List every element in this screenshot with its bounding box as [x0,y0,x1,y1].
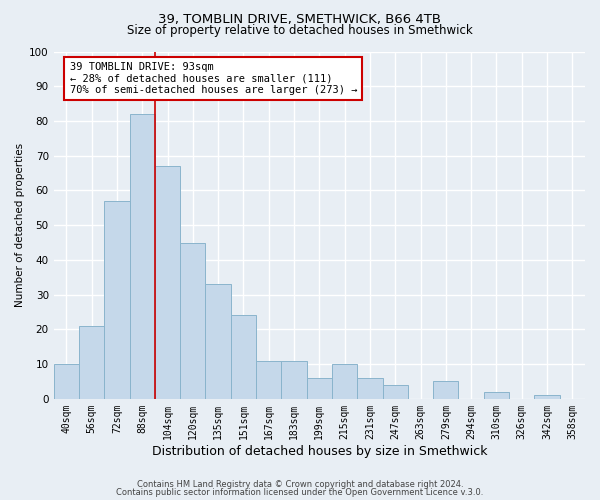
Bar [130,114,155,399]
Text: Contains HM Land Registry data © Crown copyright and database right 2024.: Contains HM Land Registry data © Crown c… [137,480,463,489]
Bar [357,378,383,399]
Bar [332,364,357,399]
Bar [433,382,458,399]
Bar [53,364,79,399]
Text: Contains public sector information licensed under the Open Government Licence v.: Contains public sector information licen… [116,488,484,497]
Bar [307,378,332,399]
Text: Size of property relative to detached houses in Smethwick: Size of property relative to detached ho… [127,24,473,37]
Bar [484,392,509,399]
X-axis label: Distribution of detached houses by size in Smethwick: Distribution of detached houses by size … [152,444,487,458]
Text: 39 TOMBLIN DRIVE: 93sqm
← 28% of detached houses are smaller (111)
70% of semi-d: 39 TOMBLIN DRIVE: 93sqm ← 28% of detache… [70,62,357,95]
Bar [535,396,560,399]
Bar [205,284,231,399]
Bar [281,360,307,399]
Y-axis label: Number of detached properties: Number of detached properties [15,143,25,307]
Bar [155,166,180,399]
Text: 39, TOMBLIN DRIVE, SMETHWICK, B66 4TB: 39, TOMBLIN DRIVE, SMETHWICK, B66 4TB [158,12,442,26]
Bar [79,326,104,399]
Bar [256,360,281,399]
Bar [231,316,256,399]
Bar [104,201,130,399]
Bar [180,242,205,399]
Bar [383,385,408,399]
